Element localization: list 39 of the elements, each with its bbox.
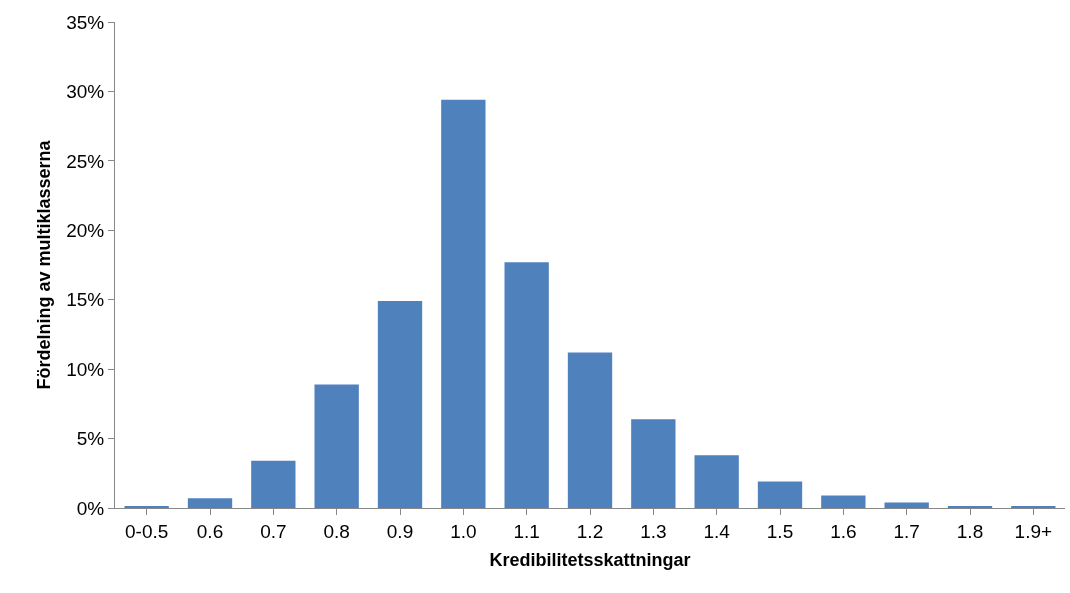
x-tick-label: 1.5 [766,520,794,542]
bar [441,99,486,508]
y-axis-title: Fördelning av multiklasserna [34,139,55,390]
bar [251,460,296,508]
x-tick-label: 0.6 [196,520,224,542]
x-tick-label: 1.3 [640,520,667,542]
y-tick-label: 15% [66,289,105,311]
x-tick-label: 1.7 [893,520,920,542]
y-tick-label: 0% [76,497,105,519]
bar [821,495,866,508]
y-tick-label: 30% [66,81,105,103]
x-tick-label: 1.1 [513,520,540,542]
x-tick-label: 1.8 [956,520,984,542]
bar [694,455,739,508]
bar [377,301,423,508]
x-tick-label: 0.7 [260,520,287,542]
x-tick-label: 1.6 [830,520,857,542]
bar [631,419,676,508]
x-tick-label: 1.2 [576,520,604,542]
x-tick-label: 1.0 [450,520,477,542]
x-tick-label: 0.8 [323,520,350,542]
y-tick-label: 25% [66,150,105,172]
y-tick-label: 5% [76,428,105,450]
bar [567,352,613,508]
bar [884,502,929,508]
x-axis-title: Kredibilitetsskattningar [489,549,691,570]
x-tick-label: 1.9+ [1014,520,1053,542]
bar [504,262,549,508]
bar [757,481,803,508]
bar [314,384,359,508]
bar [947,505,993,508]
bar [1011,505,1056,508]
y-tick-label: 20% [66,219,105,241]
y-tick-label: 10% [66,358,105,380]
x-tick-label: 1.4 [703,520,731,542]
x-tick-label: 0.9 [386,520,414,542]
y-tick-label: 35% [66,11,105,33]
x-tick-label: 0-0.5 [125,520,169,542]
bar [187,498,233,508]
